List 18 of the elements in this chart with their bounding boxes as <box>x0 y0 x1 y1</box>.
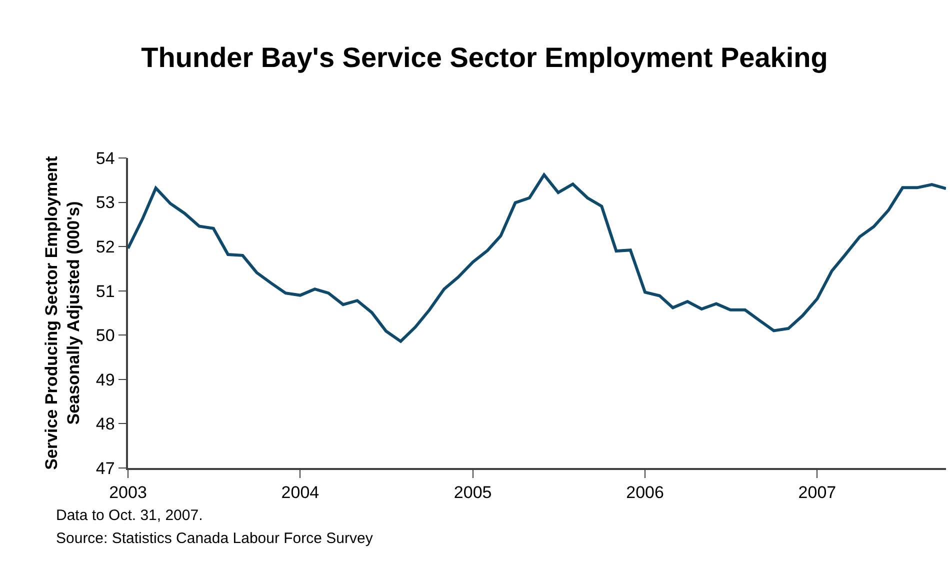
x-tick-label: 2006 <box>626 483 664 502</box>
x-tick-label: 2005 <box>454 483 492 502</box>
chart-title: Thunder Bay's Service Sector Employment Peaking <box>141 42 828 74</box>
x-tick-label: 2004 <box>281 483 320 502</box>
x-tick-label: 2003 <box>109 483 147 502</box>
y-axis-title: Service Producing Sector Employment Seasonally Adjusted (000's) <box>42 156 83 470</box>
y-tick-label: 51 <box>96 282 115 301</box>
y-tick-label: 54 <box>96 148 115 168</box>
text: Data to Oct. 31, 2007. <box>56 507 203 524</box>
y-tick-label: 52 <box>96 238 115 257</box>
x-tick-label: 2007 <box>798 483 836 502</box>
y-tick-label: 53 <box>96 193 115 212</box>
y-tick-label: 47 <box>96 458 115 478</box>
y-tick-label: 50 <box>96 326 115 346</box>
y-tick-label: 48 <box>96 414 115 434</box>
source-note: Source: Statistics Canada Labour Force Survey <box>56 530 374 547</box>
y-tick-label: 49 <box>96 370 115 390</box>
line-series <box>128 173 946 343</box>
